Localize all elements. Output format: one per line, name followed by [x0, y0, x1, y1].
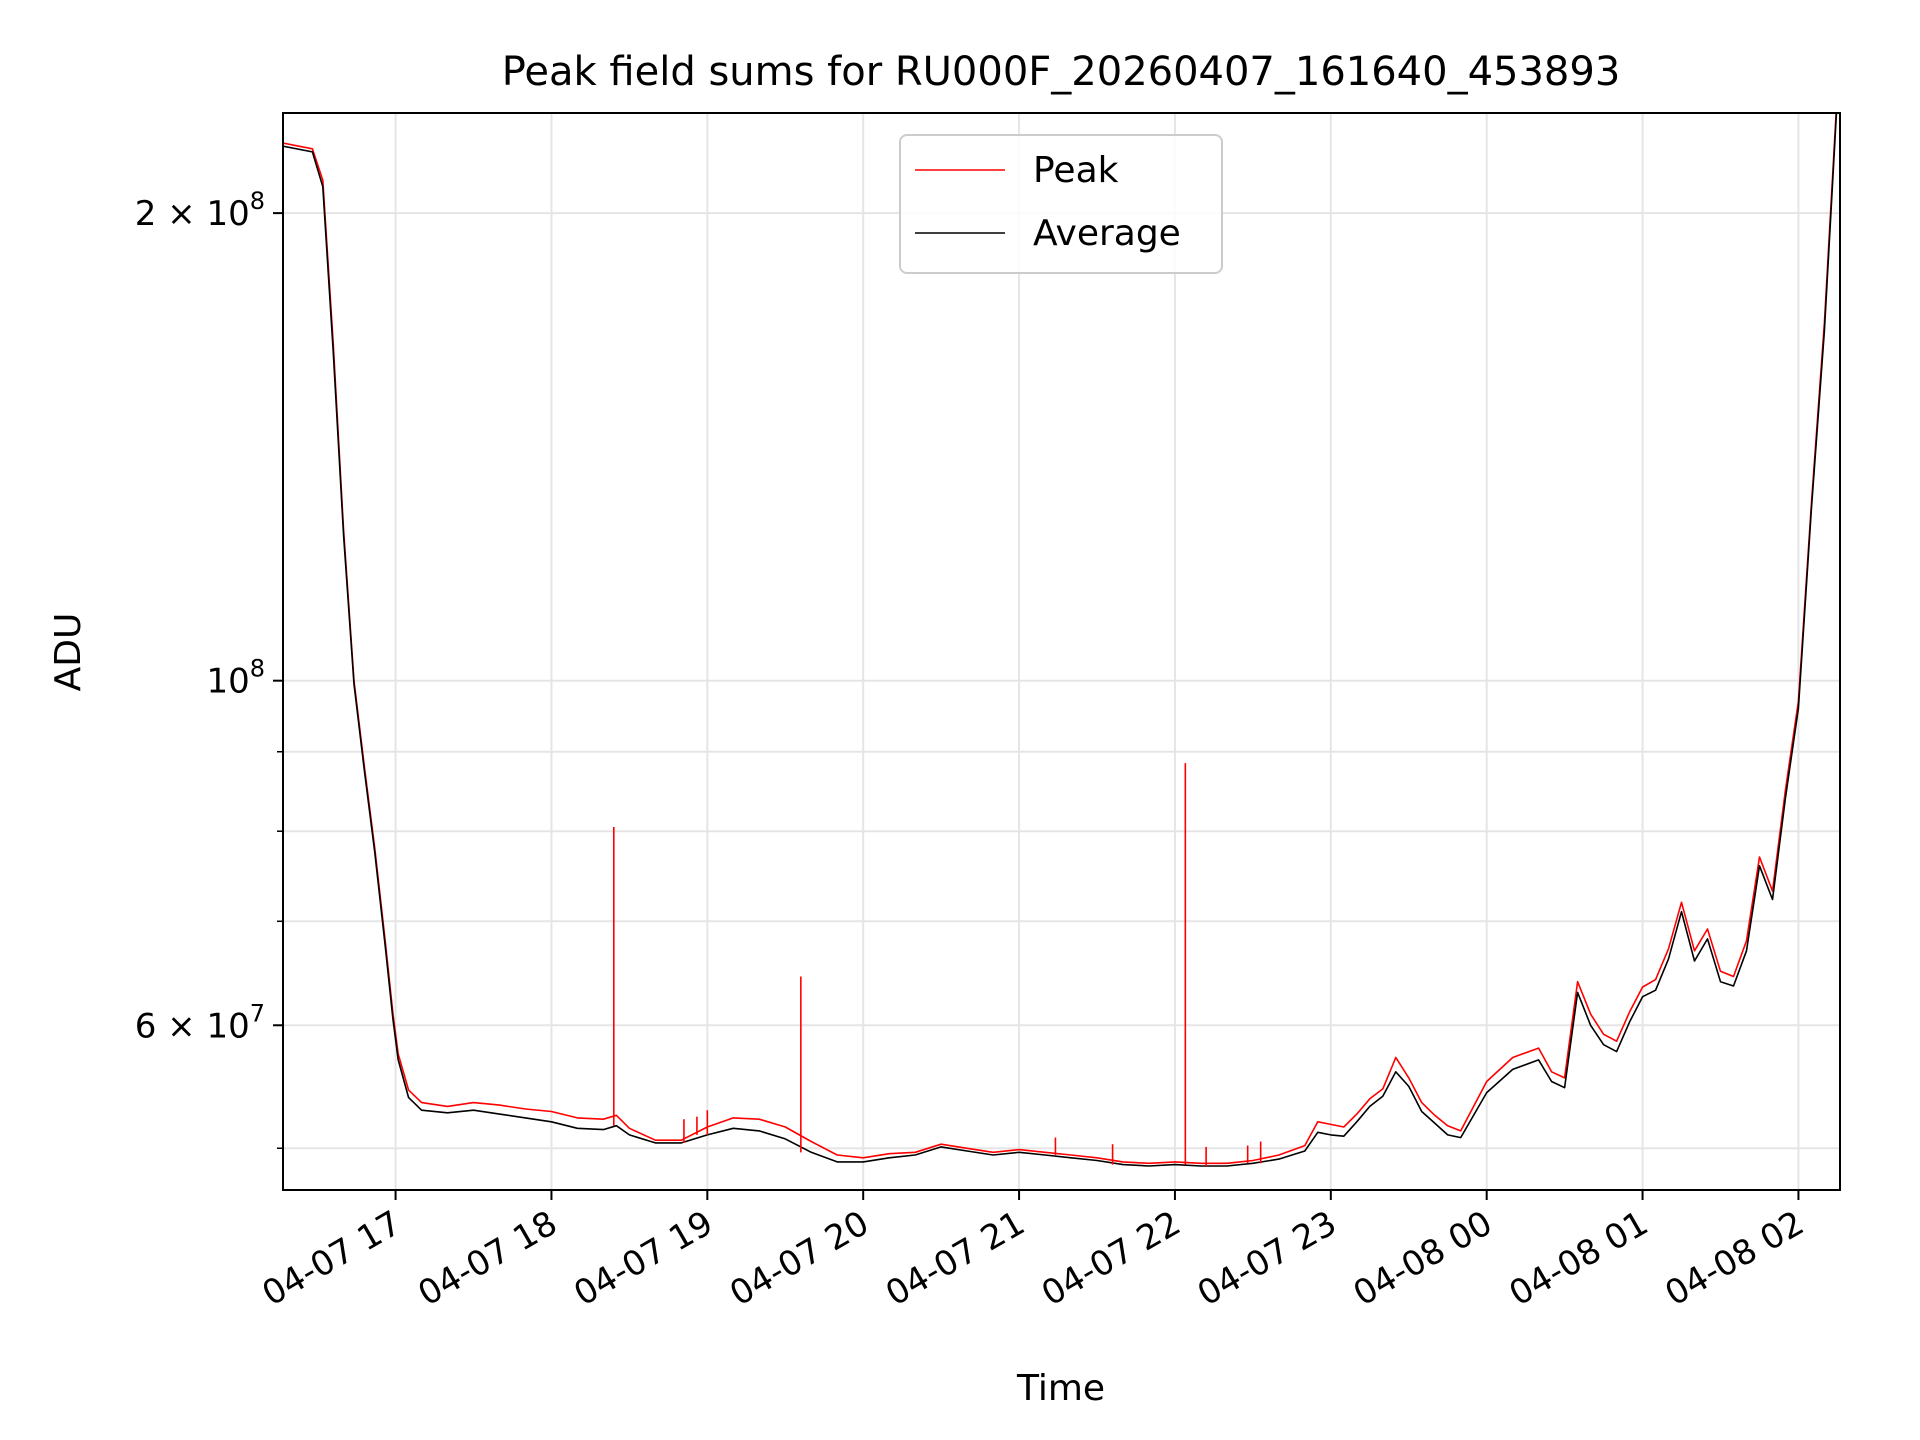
x-tick-label-9: 04-08 02 — [1659, 1203, 1811, 1314]
x-tick-label-6: 04-07 23 — [1191, 1203, 1343, 1314]
y-tick-label-0: 2 × 108 — [135, 187, 265, 234]
y-tick-label-2: 6 × 107 — [135, 999, 265, 1046]
y-tick-label-1: 108 — [206, 655, 265, 702]
x-tick-label-5: 04-07 22 — [1035, 1203, 1187, 1314]
x-axis-label: Time — [1016, 1368, 1105, 1409]
y-axis-label: ADU — [48, 613, 89, 692]
axis-layer: 04-07 17 04-07 18 04-07 19 04-07 20 04-07 21… — [135, 187, 1811, 1314]
legend-label-peak: Peak — [1033, 150, 1119, 191]
legend-label-average: Average — [1033, 213, 1181, 254]
x-tick-label-1: 04-07 18 — [412, 1203, 564, 1314]
series-line-average — [283, 113, 1838, 1167]
x-tick-label-0: 04-07 17 — [256, 1203, 408, 1314]
x-tick-label-8: 04-08 01 — [1503, 1203, 1655, 1314]
x-tick-label-4: 04-07 21 — [879, 1203, 1031, 1314]
x-tick-label-7: 04-08 00 — [1347, 1203, 1499, 1314]
x-tick-label-2: 04-07 19 — [567, 1203, 719, 1314]
plot-frame — [282, 112, 1841, 1191]
legend: Peak Average — [899, 134, 1223, 274]
chart-title: Peak field sums for RU000F_20260407_1616… — [502, 49, 1621, 95]
grid-layer — [283, 113, 1840, 1190]
x-tick-label-3: 04-07 20 — [723, 1203, 875, 1314]
series-layer — [283, 113, 1838, 1167]
series-line-peak — [283, 113, 1837, 1165]
